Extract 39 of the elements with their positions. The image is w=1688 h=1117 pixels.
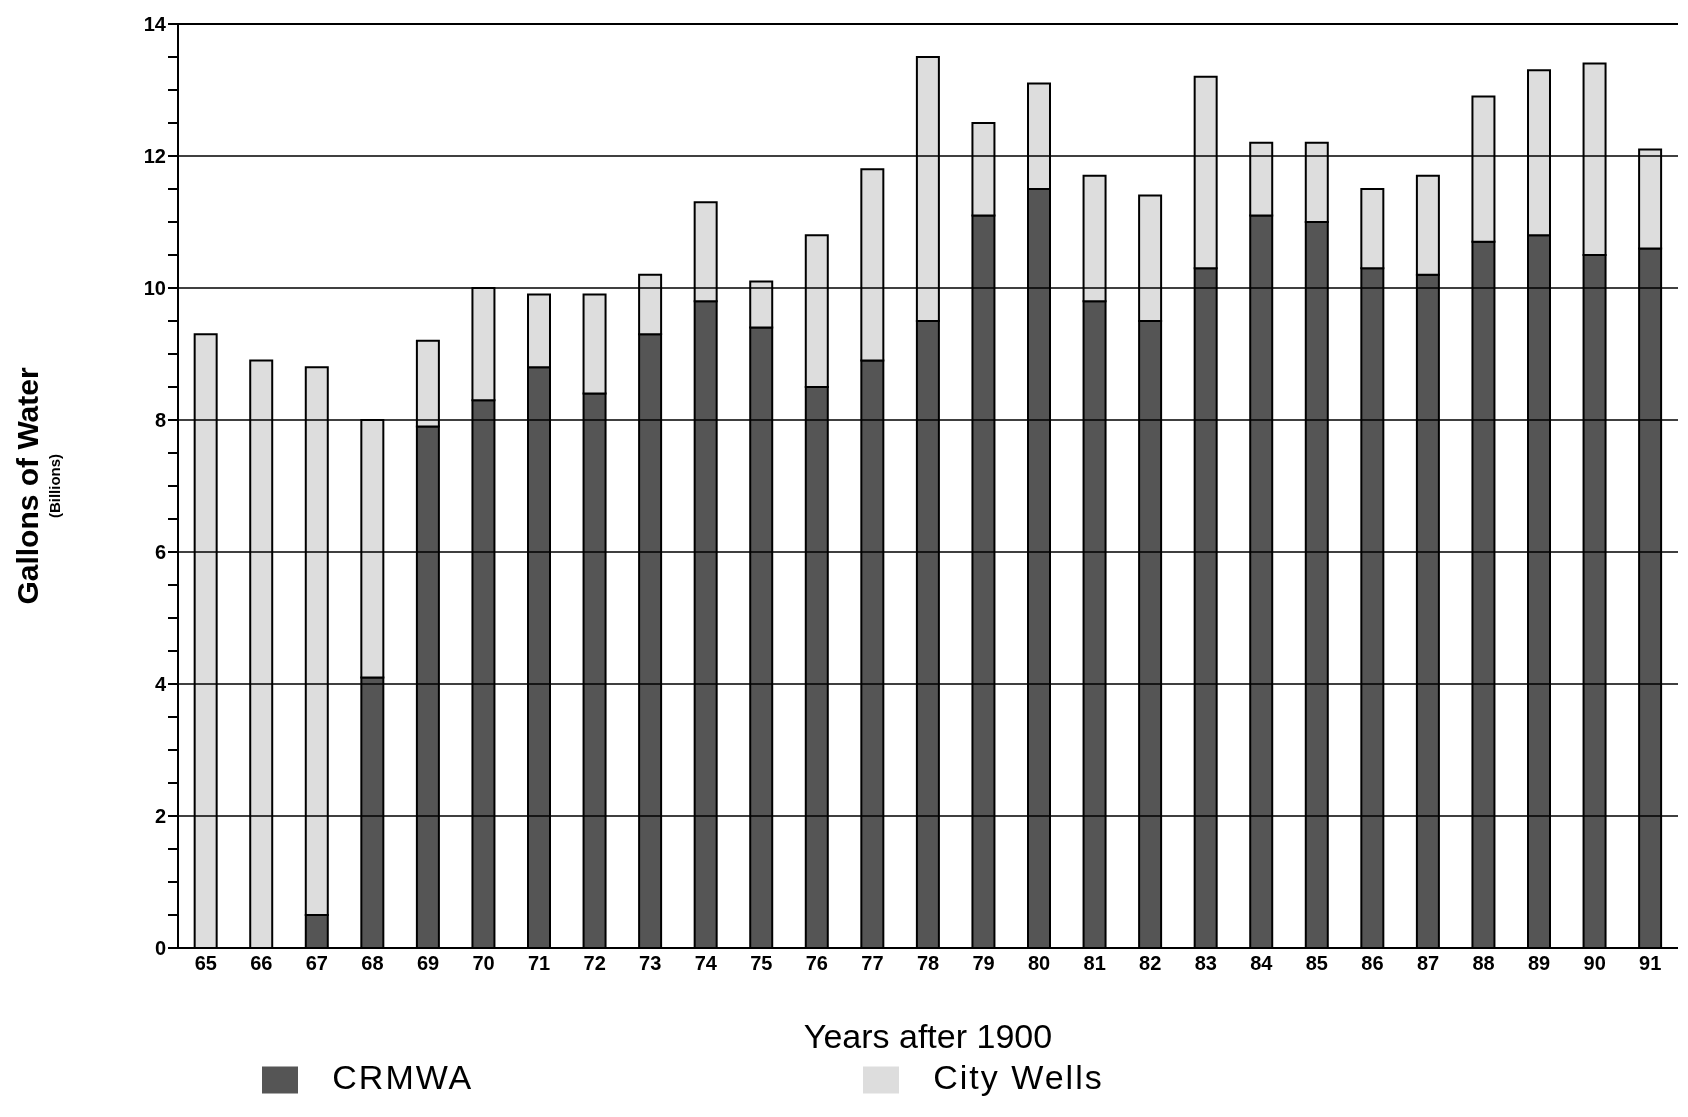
- x-tick-label: 86: [1361, 952, 1384, 975]
- x-tick-label: 90: [1583, 952, 1606, 975]
- x-tick-label: 67: [305, 952, 329, 975]
- y-tick-label: 8: [154, 409, 166, 432]
- x-tick-label: 66: [250, 952, 273, 975]
- y-tick-label: 12: [143, 145, 166, 168]
- x-tick-label: 84: [1250, 952, 1274, 975]
- y-axis-title: Gallons of Water (Billions): [11, 367, 63, 605]
- x-tick-label: 68: [361, 952, 384, 975]
- y-tick-label: 10: [143, 277, 166, 300]
- x-tick-label: 80: [1027, 952, 1051, 975]
- x-tick-label: 74: [694, 952, 718, 975]
- x-tick-label: 82: [1139, 952, 1162, 975]
- x-axis-title: Years after 1900: [803, 1016, 1053, 1055]
- x-tick-label: 85: [1305, 952, 1329, 975]
- x-tick-label: 79: [972, 952, 995, 975]
- x-tick-label: 89: [1527, 952, 1551, 975]
- x-tick-label: 81: [1083, 952, 1106, 975]
- x-tick-label: 78: [916, 952, 940, 975]
- y-tick-label: 2: [154, 805, 166, 828]
- x-tick-label: 75: [750, 952, 773, 975]
- x-tick-label: 83: [1194, 952, 1217, 975]
- x-tick-label: 91: [1639, 952, 1662, 975]
- x-tick-label: 88: [1472, 952, 1495, 975]
- x-tick-label: 70: [472, 952, 495, 975]
- y-tick-label: 6: [154, 541, 166, 564]
- x-tick-label: 76: [805, 952, 829, 975]
- y-tick-label: 14: [143, 13, 167, 36]
- x-tick-label: 65: [194, 952, 217, 975]
- x-tick-label: 72: [583, 952, 606, 975]
- y-tick-label: 4: [154, 673, 167, 696]
- x-tick-label: 71: [527, 952, 551, 975]
- legend-label: City Wells: [933, 1057, 1104, 1096]
- x-tick-label: 77: [861, 952, 884, 975]
- x-tick-label: 73: [639, 952, 662, 975]
- x-tick-label: 87: [1416, 952, 1440, 975]
- x-tick-label: 69: [416, 952, 440, 975]
- y-tick-label: 0: [154, 937, 166, 960]
- legend-label: CRMWA: [332, 1057, 474, 1096]
